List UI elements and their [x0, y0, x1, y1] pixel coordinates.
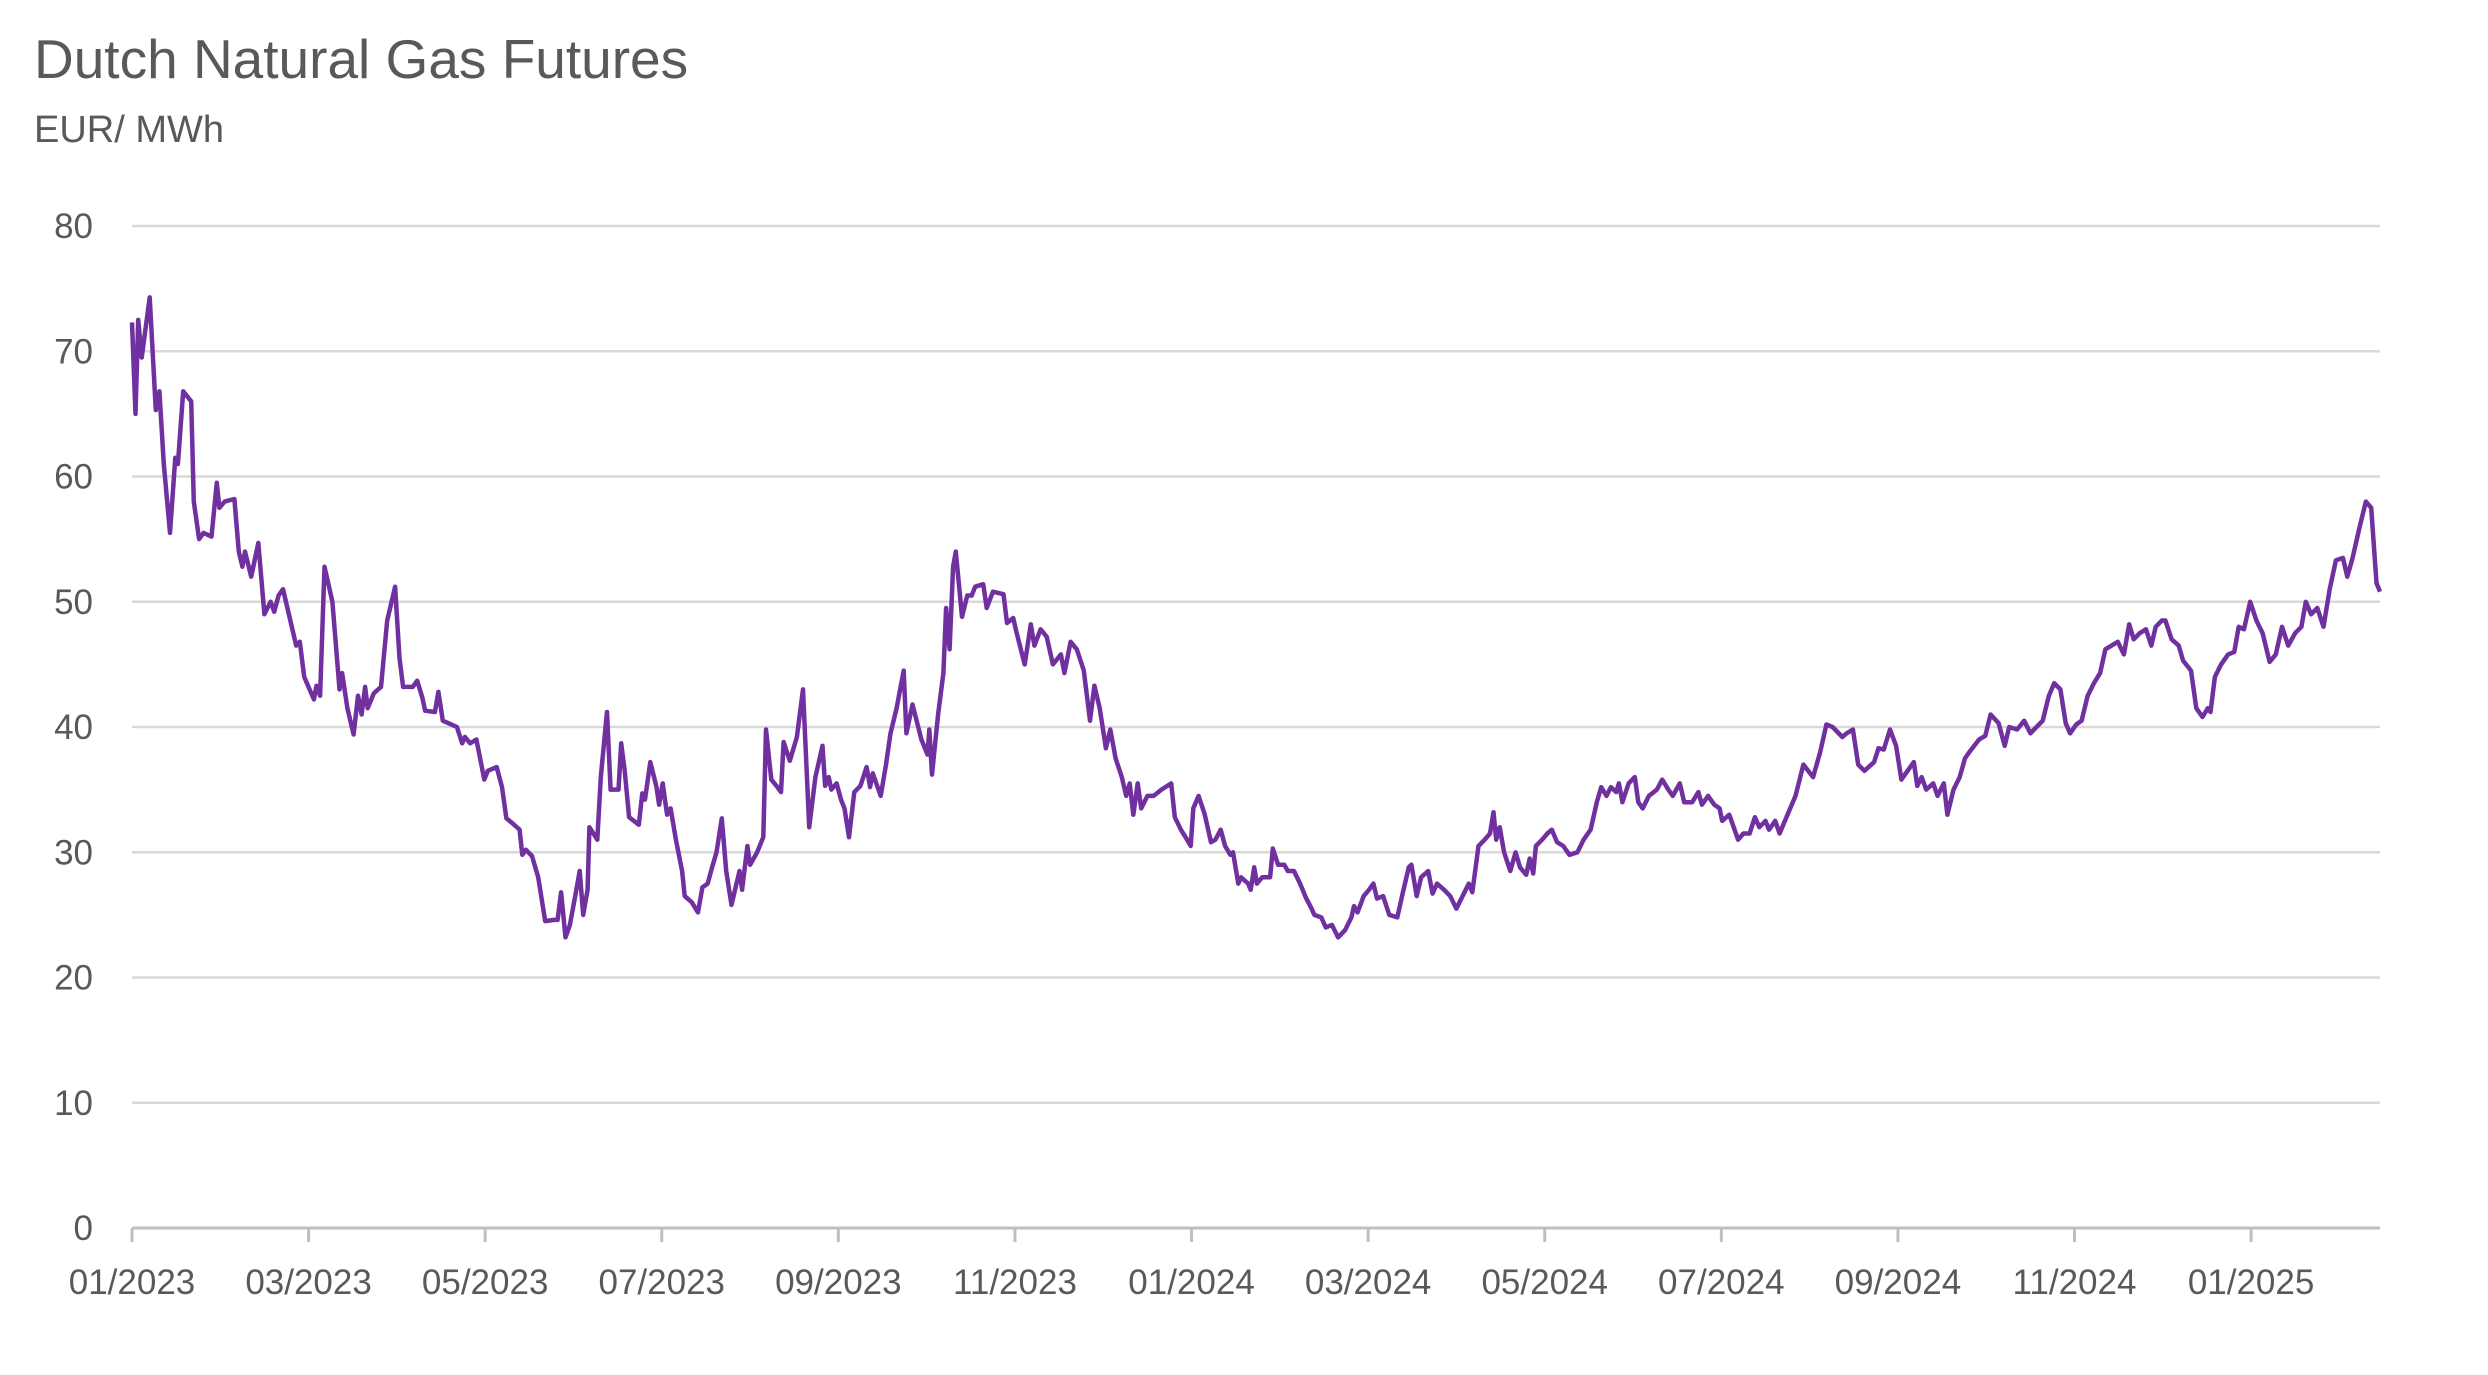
x-tick-label: 03/2024 — [1305, 1263, 1432, 1302]
y-tick-label: 20 — [54, 959, 93, 998]
x-tick-label: 01/2025 — [2188, 1263, 2315, 1302]
y-tick-label: 80 — [54, 207, 93, 246]
chart-subtitle: EUR/ MWh — [34, 109, 224, 151]
chart-title: Dutch Natural Gas Futures — [34, 28, 688, 90]
x-tick-label: 03/2023 — [245, 1263, 372, 1302]
x-tick-label: 05/2024 — [1481, 1263, 1608, 1302]
price-line — [129, 295, 2383, 940]
x-tick-label: 07/2024 — [1658, 1263, 1785, 1302]
y-tick-label: 50 — [54, 583, 93, 622]
x-tick-label: 09/2023 — [775, 1263, 902, 1302]
x-tick-label: 01/2023 — [69, 1263, 196, 1302]
x-tick-label: 07/2023 — [599, 1263, 726, 1302]
x-tick-label: 05/2023 — [422, 1263, 549, 1302]
y-tick-label: 60 — [54, 458, 93, 497]
y-tick-label: 10 — [54, 1084, 93, 1123]
x-tick-label: 11/2024 — [2013, 1263, 2137, 1302]
x-tick-label: 01/2024 — [1128, 1263, 1255, 1302]
y-tick-label: 0 — [74, 1209, 93, 1248]
x-tick-label: 11/2023 — [953, 1263, 1077, 1302]
y-tick-label: 40 — [54, 708, 93, 747]
x-tick-label: 09/2024 — [1835, 1263, 1962, 1302]
y-tick-label: 30 — [54, 833, 93, 872]
y-tick-label: 70 — [54, 332, 93, 371]
